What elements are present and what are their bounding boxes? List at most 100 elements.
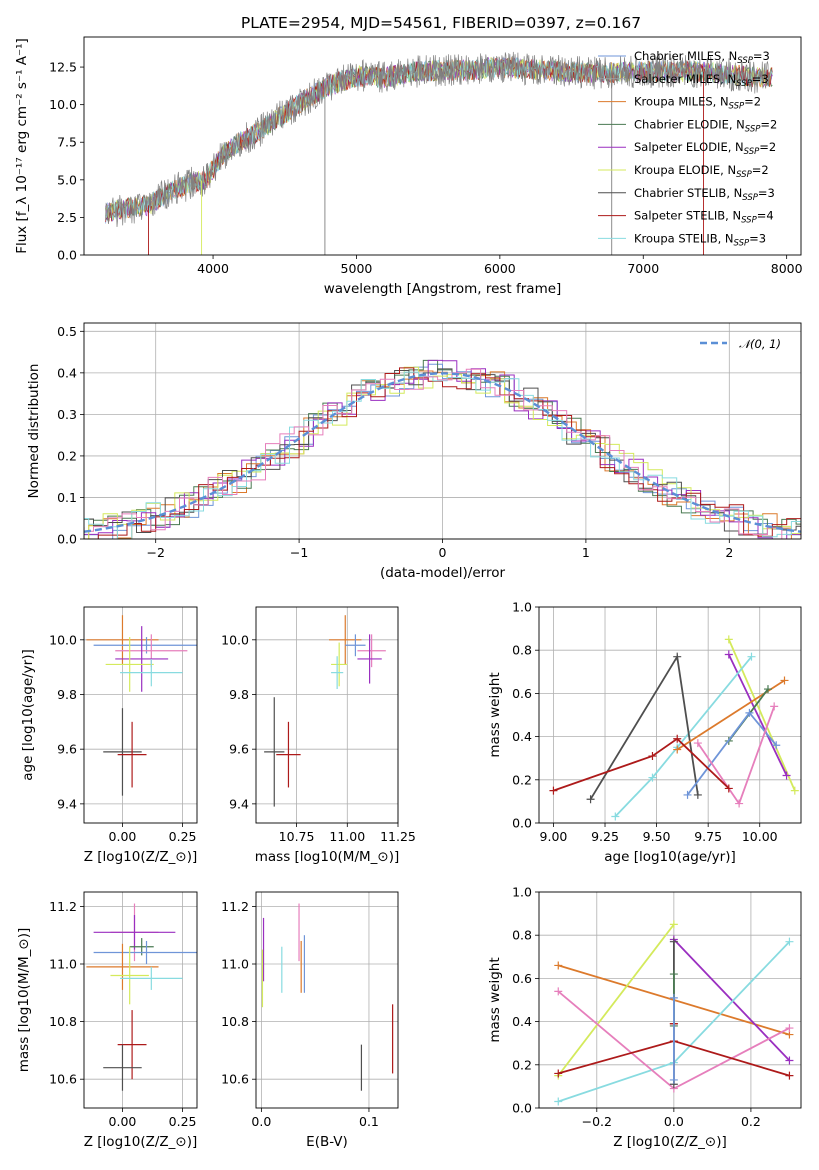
x-tick-label: 7000 xyxy=(627,261,659,276)
age_vs_mass-frame xyxy=(255,606,399,824)
age_vs_Z-axes: 0.00 0.25 9.4 9.6 9.8 10.0 xyxy=(49,607,197,844)
y-tick-label: 0.8 xyxy=(512,643,532,658)
age_vs_mass-axes: 10.75 11.00 11.25 9.4 9.6 9.8 10.0 xyxy=(221,607,416,844)
weight-line xyxy=(727,639,796,791)
x-tick-label: 0.0 xyxy=(664,1114,684,1129)
weight-marker xyxy=(735,799,744,808)
y-tick-label: 0.0 xyxy=(57,532,77,547)
weight-marker xyxy=(790,786,799,795)
weight-marker xyxy=(611,812,620,821)
mass_vs_ebv-points xyxy=(261,903,394,1091)
legend-label: Chabrier MILES, NSSP=3 xyxy=(634,49,770,66)
histogram-series xyxy=(84,363,801,539)
histogram-series xyxy=(84,359,801,528)
weight-marker xyxy=(554,961,563,970)
spectrum-axes: 4000 5000 6000 7000 8000 0.0 2.5 5.0 7.5 10.0 12.5 xyxy=(49,60,802,276)
y-tick-label: 9.6 xyxy=(57,742,77,757)
y-tick-label: 0.8 xyxy=(512,928,532,943)
weight-marker xyxy=(780,676,789,685)
y-tick-label: 0.1 xyxy=(57,490,77,505)
weight-marker xyxy=(693,790,702,799)
weight-marker xyxy=(673,745,682,754)
y-tick-label: 1.0 xyxy=(512,600,532,615)
residuals-frame xyxy=(83,322,802,540)
weight-line xyxy=(553,737,730,792)
y-tick-label: 9.4 xyxy=(229,796,249,811)
weight_vs_age-series xyxy=(549,635,799,821)
legend-label: Kroupa STELIB, NSSP=3 xyxy=(634,231,766,248)
spectrum-data-line xyxy=(105,51,773,228)
weight-marker xyxy=(724,650,733,659)
y-tick-label: 10.0 xyxy=(221,632,249,647)
weight-marker xyxy=(669,1075,678,1084)
weight-line xyxy=(673,938,791,1062)
weight_vs_age-x-label: age [log10(age/yr)] xyxy=(604,849,736,865)
y-tick-label: 0.6 xyxy=(512,971,532,986)
y-tick-label: 0.0 xyxy=(512,816,532,831)
weight-marker xyxy=(763,685,772,694)
weight-line xyxy=(697,706,776,806)
weight-marker xyxy=(724,635,733,644)
weight-marker xyxy=(673,652,682,661)
age_vs_mass-x-label: mass [log10(M/M_⊙)] xyxy=(255,849,400,865)
y-tick-label: 9.8 xyxy=(229,687,249,702)
mass_vs_Z-y-label: mass [log10(M/M_⊙)] xyxy=(16,928,32,1073)
weight-marker xyxy=(785,1071,794,1080)
y-tick-label: 10.8 xyxy=(49,1014,77,1029)
y-tick-label: 0.4 xyxy=(512,1014,532,1029)
weight-marker xyxy=(772,741,781,750)
legend-label: Chabrier ELODIE, NSSP=2 xyxy=(634,117,777,134)
legend-label: Chabrier STELIB, NSSP=3 xyxy=(634,186,775,203)
x-tick-label: −1 xyxy=(290,545,308,560)
weight-marker xyxy=(683,790,692,799)
y-tick-label: 11.0 xyxy=(49,957,77,972)
x-tick-label: 0.25 xyxy=(169,829,197,844)
age_vs_mass-points xyxy=(264,615,386,807)
y-tick-label: 0.4 xyxy=(57,365,77,380)
weight-marker xyxy=(745,708,754,717)
y-tick-label: 10.6 xyxy=(49,1072,77,1087)
spectrum-legend: Chabrier MILES, NSSP=3 Salpeter MILES, NS… xyxy=(598,49,777,248)
y-tick-label: 9.6 xyxy=(229,742,249,757)
weight_vs_Z-series xyxy=(554,920,794,1106)
x-tick-label: −2 xyxy=(146,545,164,560)
spectrum-lines xyxy=(105,51,773,255)
x-tick-label: 1 xyxy=(582,545,590,560)
legend-label: Kroupa ELODIE, NSSP=2 xyxy=(634,163,769,180)
x-tick-label: 0.2 xyxy=(741,1114,761,1129)
residuals-y-label: Normed distribution xyxy=(26,364,42,499)
legend-label: 𝒩(0, 1) xyxy=(739,337,781,351)
y-tick-label: 10.8 xyxy=(221,1014,249,1029)
weight-marker xyxy=(782,771,791,780)
weight_vs_age-frame xyxy=(538,606,802,824)
mass_vs_ebv-axes: 0.0 0.1 10.6 10.8 11.0 11.2 xyxy=(221,892,398,1129)
x-tick-label: 0.1 xyxy=(359,1114,379,1129)
normal-curve xyxy=(84,372,801,533)
figure-title: PLATE=2954, MJD=54561, FIBERID=0397, z=0… xyxy=(241,14,641,32)
y-tick-label: 11.2 xyxy=(221,899,249,914)
weight_vs_Z-frame xyxy=(538,891,802,1109)
x-tick-label: 0.00 xyxy=(109,1114,137,1129)
y-tick-label: 0.2 xyxy=(512,1057,532,1072)
y-tick-label: 10.6 xyxy=(221,1072,249,1087)
weight-marker xyxy=(554,1069,563,1078)
histogram-series xyxy=(84,368,801,539)
y-tick-label: 0.6 xyxy=(512,686,532,701)
spectrum-frame xyxy=(83,36,802,256)
mass_vs_ebv-frame xyxy=(255,891,399,1109)
y-tick-label: 2.5 xyxy=(57,210,77,225)
weight-line xyxy=(727,654,788,776)
y-tick-label: 0.2 xyxy=(512,772,532,787)
y-tick-label: 9.4 xyxy=(57,796,77,811)
y-tick-label: 0.5 xyxy=(57,324,77,339)
spectrum-y-label: Flux [f_λ 10⁻¹⁷ erg cm⁻² s⁻¹ A⁻¹] xyxy=(14,38,30,254)
mass_vs_Z-points xyxy=(86,903,197,1091)
x-tick-label: 2 xyxy=(725,545,733,560)
residuals-x-label: (data-model)/error xyxy=(380,565,506,581)
weight_vs_Z-x-label: Z [log10(Z/Z_⊙)] xyxy=(613,1134,726,1150)
mass_vs_Z-x-label: Z [log10(Z/Z_⊙)] xyxy=(84,1134,197,1150)
y-tick-label: 0.3 xyxy=(57,407,77,422)
x-tick-label: 0.00 xyxy=(109,829,137,844)
y-tick-label: 0.2 xyxy=(57,448,77,463)
